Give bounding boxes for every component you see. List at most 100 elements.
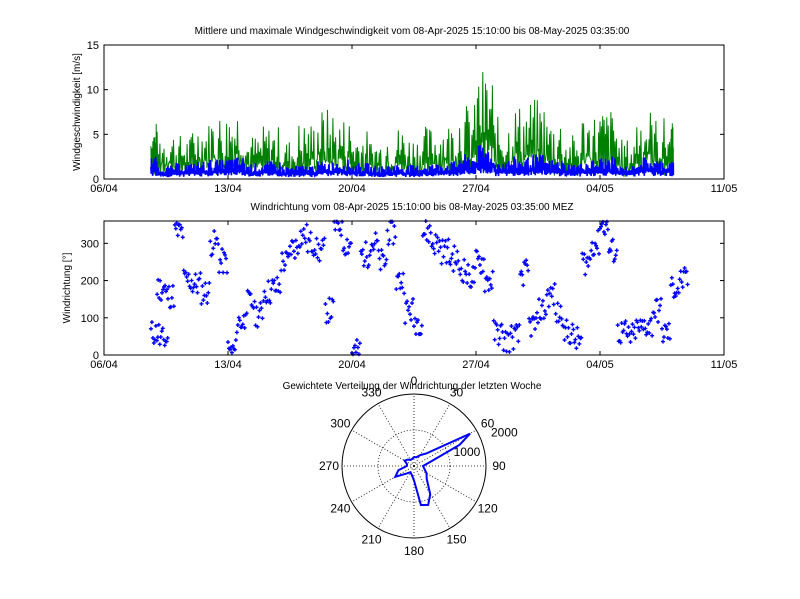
wind-direction-point [164,287,169,292]
wind-direction-point [551,302,556,307]
wind-direction-point [293,238,298,243]
wind-direction-point [568,341,573,346]
wind-direction-point [536,297,541,302]
wind-speed-x-tick-label: 04/05 [586,183,614,195]
wind-direction-point [263,295,268,300]
wind-rose-angle-label: 210 [361,533,381,547]
wind-direction-point [208,239,213,244]
wind-rose-spoke [413,465,477,503]
wind-rose-spoke [377,465,415,529]
wind-direction-point [354,338,359,343]
wind-direction-point [313,252,318,257]
wind-direction-point [159,298,164,303]
wind-direction-point [495,327,500,332]
wind-direction-point [484,275,489,280]
wind-direction-point [375,238,380,243]
wind-direction-point [465,280,470,285]
wind-direction-point [402,291,407,296]
wind-direction-point [496,342,501,347]
wind-direction-point [303,240,308,245]
wind-direction-y-tick-label: 200 [81,276,99,288]
wind-direction-point [329,314,334,319]
wind-speed-plot-area [150,72,675,178]
wind-direction-point [414,320,419,325]
wind-rose-spoke [377,403,415,467]
wind-direction-point [517,322,522,327]
wind-direction-point [368,248,373,253]
wind-direction-point [286,254,291,259]
wind-direction-point [326,320,331,325]
wind-direction-point [611,259,616,264]
wind-direction-point [553,311,558,316]
wind-rose-chart-title: Gewichtete Verteilung der Windrichtung d… [283,381,542,392]
wind-direction-point [432,251,437,256]
wind-direction-point [192,282,197,287]
wind-direction-point [203,281,208,286]
wind-direction-point [462,257,467,262]
wind-direction-point [379,248,384,253]
wind-direction-point [541,316,546,321]
wind-direction-point [315,255,320,260]
wind-rose-angle-label: 180 [404,544,424,558]
wind-direction-point [288,252,293,257]
wind-direction-point [331,299,336,304]
wind-direction-point [625,334,630,339]
wind-direction-point [317,258,322,263]
wind-direction-point [236,315,241,320]
wind-direction-point [198,271,203,276]
wind-direction-point [556,319,561,324]
wind-direction-point [601,229,606,234]
wind-direction-point [598,226,602,231]
wind-direction-point [571,327,576,332]
wind-direction-point [184,274,189,279]
wind-direction-point [583,272,588,277]
wind-direction-point [345,237,350,242]
wind-direction-point [281,259,286,264]
wind-direction-point [200,284,205,289]
wind-direction-point [566,325,571,330]
wind-direction-point [194,284,199,289]
wind-direction-point [408,312,413,317]
wind-direction-point [430,241,435,246]
wind-direction-x-tick-label: 27/04 [462,359,490,371]
wind-rose-spoke [351,465,415,503]
wind-direction-point [401,271,406,276]
wind-direction-point [363,240,368,245]
wind-direction-point [226,340,230,345]
wind-direction-point [555,301,560,306]
wind-direction-point [558,304,563,309]
wind-direction-point [474,249,479,254]
wind-direction-point [627,331,632,336]
wind-direction-point [438,245,443,250]
wind-direction-point [592,252,597,257]
wind-direction-point [230,343,235,348]
wind-direction-point [622,321,627,326]
wind-direction-point [543,312,548,317]
wind-direction-point [463,269,468,274]
wind-direction-point [164,289,168,294]
wind-speed-axis-ticks: 06/04 13/04 20/04 27/04 04/05 11/05 0 5 10 15 [87,40,738,195]
wind-direction-point [300,233,305,238]
wind-rose-plot-area: 0 30 60 90 120 150 180 210 240 270 300 330 1000 2000 [319,374,518,558]
wind-direction-point [179,225,184,230]
wind-direction-point [481,257,486,262]
wind-direction-point [461,279,466,284]
wind-direction-point [508,331,513,336]
wind-direction-point [529,333,534,338]
wind-direction-point [466,262,471,267]
wind-direction-point [175,233,180,238]
wind-direction-point [477,263,482,268]
wind-direction-point [275,275,280,280]
wind-direction-point [535,310,540,315]
wind-direction-point [540,298,545,303]
wind-direction-point [393,235,398,240]
wind-direction-point [433,232,438,237]
wind-direction-point [475,256,480,261]
wind-direction-point [459,266,464,271]
wind-direction-point [261,298,266,303]
wind-direction-y-tick-label: 300 [81,238,99,250]
wind-direction-point [357,341,362,346]
wind-direction-point [171,304,176,309]
wind-direction-point [589,248,594,253]
wind-direction-point [255,324,260,329]
